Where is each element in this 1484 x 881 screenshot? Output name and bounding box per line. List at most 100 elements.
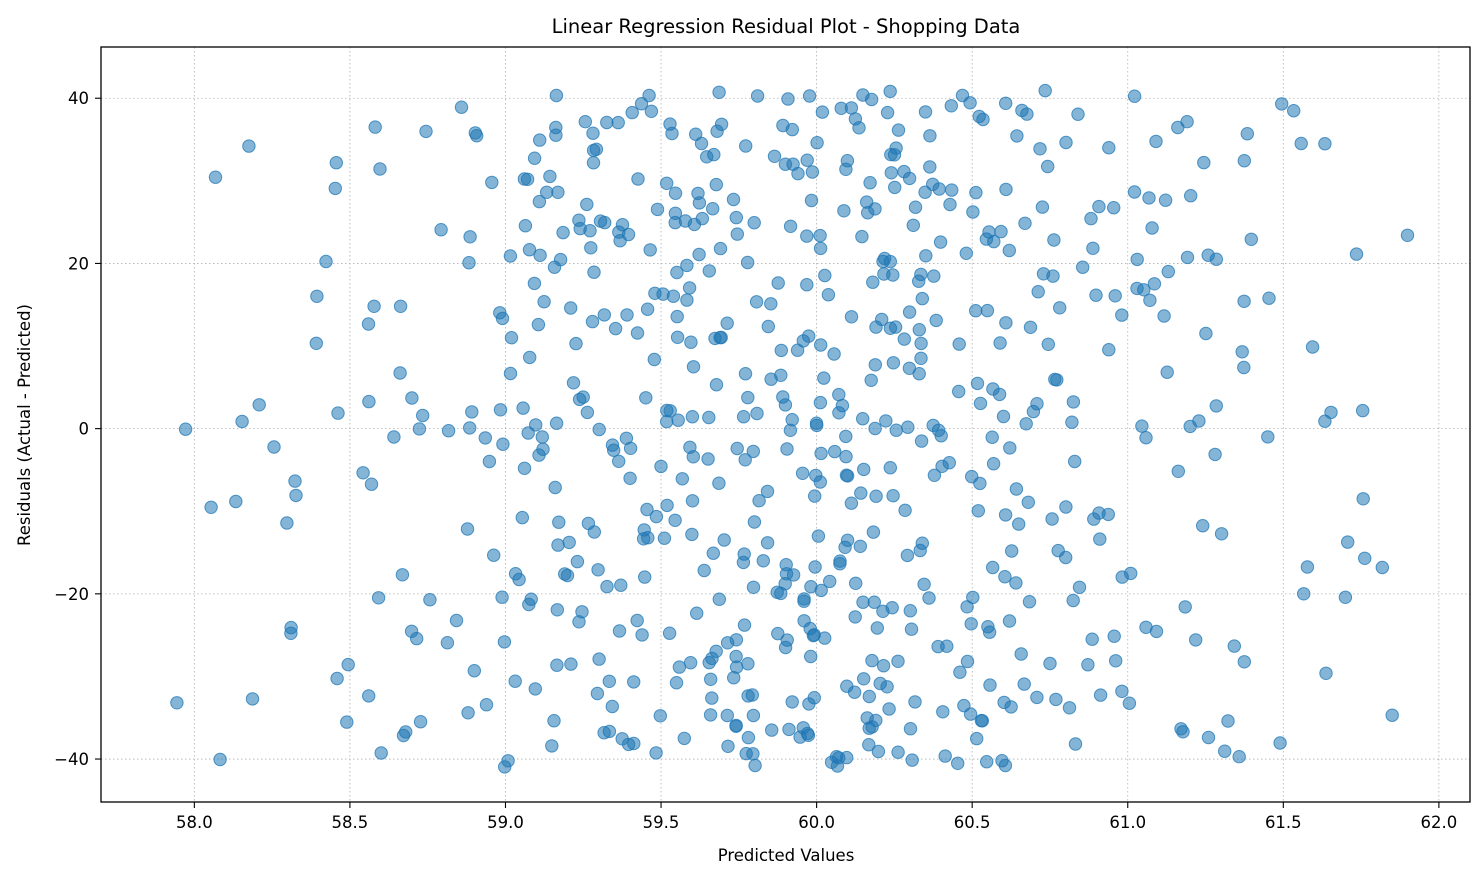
data-point — [1261, 430, 1275, 444]
data-point — [827, 347, 841, 361]
data-point — [634, 97, 649, 111]
data-point — [871, 744, 886, 759]
data-point — [999, 316, 1013, 330]
data-point — [914, 267, 928, 282]
data-point — [644, 104, 659, 119]
data-point — [903, 604, 917, 618]
data-point — [865, 653, 879, 668]
data-point — [914, 351, 928, 365]
data-point — [839, 449, 853, 464]
data-point — [870, 621, 884, 635]
data-point — [1385, 708, 1399, 722]
data-point — [765, 723, 779, 737]
data-point — [331, 406, 345, 420]
data-point — [496, 437, 510, 451]
data-point — [340, 715, 354, 729]
data-point — [630, 613, 644, 628]
data-point — [1157, 309, 1171, 323]
data-point — [1145, 221, 1159, 235]
data-point — [945, 183, 959, 197]
data-point — [685, 527, 699, 542]
data-point — [795, 466, 810, 480]
x-axis-label: Predicted Values — [718, 846, 855, 865]
data-point — [868, 421, 882, 436]
data-point — [550, 603, 564, 617]
data-point — [764, 297, 778, 311]
data-point — [720, 708, 734, 723]
data-point — [849, 576, 863, 590]
data-point — [840, 750, 854, 765]
data-point — [423, 593, 437, 607]
data-point — [600, 115, 614, 130]
data-point — [649, 509, 664, 524]
data-point — [245, 692, 260, 706]
data-point — [461, 706, 475, 720]
data-point — [602, 674, 616, 688]
data-point — [903, 722, 918, 736]
data-point — [706, 546, 720, 560]
data-point — [630, 326, 645, 340]
data-point — [832, 387, 846, 402]
data-point — [600, 579, 614, 594]
data-point — [761, 319, 775, 334]
data-point — [280, 516, 294, 530]
data-point — [800, 229, 814, 243]
data-point — [1287, 104, 1301, 118]
data-point — [934, 429, 948, 443]
data-point — [1068, 737, 1083, 751]
data-point — [760, 536, 775, 550]
data-point — [869, 489, 883, 503]
data-point — [550, 658, 564, 672]
data-point — [1275, 97, 1289, 111]
data-point — [746, 444, 760, 459]
data-point — [503, 249, 518, 263]
data-point — [1059, 550, 1073, 565]
data-point — [813, 395, 828, 410]
data-point — [1180, 115, 1194, 129]
data-point — [856, 595, 870, 609]
data-point — [1174, 722, 1188, 736]
data-point — [235, 414, 249, 429]
data-point — [1227, 639, 1242, 653]
data-point — [952, 384, 966, 399]
data-point — [1127, 89, 1142, 103]
data-point — [1221, 714, 1235, 728]
data-point — [1015, 103, 1029, 118]
data-point — [593, 214, 608, 228]
x-tick-label: 60.0 — [798, 813, 835, 832]
data-point — [533, 248, 547, 263]
data-point — [585, 314, 600, 329]
data-point — [747, 216, 761, 230]
data-point — [680, 258, 694, 273]
data-point — [1043, 656, 1057, 671]
data-point — [985, 430, 999, 444]
data-point — [580, 197, 594, 212]
data-point — [1184, 189, 1198, 203]
data-point — [780, 442, 794, 456]
data-point — [508, 674, 522, 688]
data-point — [683, 656, 698, 670]
data-point — [605, 699, 619, 714]
data-point — [729, 210, 743, 225]
data-point — [1400, 228, 1415, 243]
data-point — [204, 500, 218, 514]
data-point — [776, 118, 790, 133]
data-point — [706, 202, 720, 216]
data-point — [504, 331, 519, 345]
data-point — [665, 126, 679, 141]
data-point — [537, 295, 551, 309]
data-point — [876, 659, 891, 673]
data-point — [933, 235, 948, 249]
data-point — [1107, 629, 1121, 643]
data-point — [454, 100, 469, 114]
data-point — [730, 441, 744, 456]
data-point — [535, 430, 549, 444]
data-point — [1045, 512, 1059, 526]
data-point — [517, 461, 532, 475]
data-point — [670, 330, 685, 344]
data-point — [774, 368, 788, 382]
data-point — [586, 156, 601, 170]
data-point — [739, 139, 753, 153]
data-point — [877, 267, 891, 281]
data-point — [999, 96, 1013, 111]
